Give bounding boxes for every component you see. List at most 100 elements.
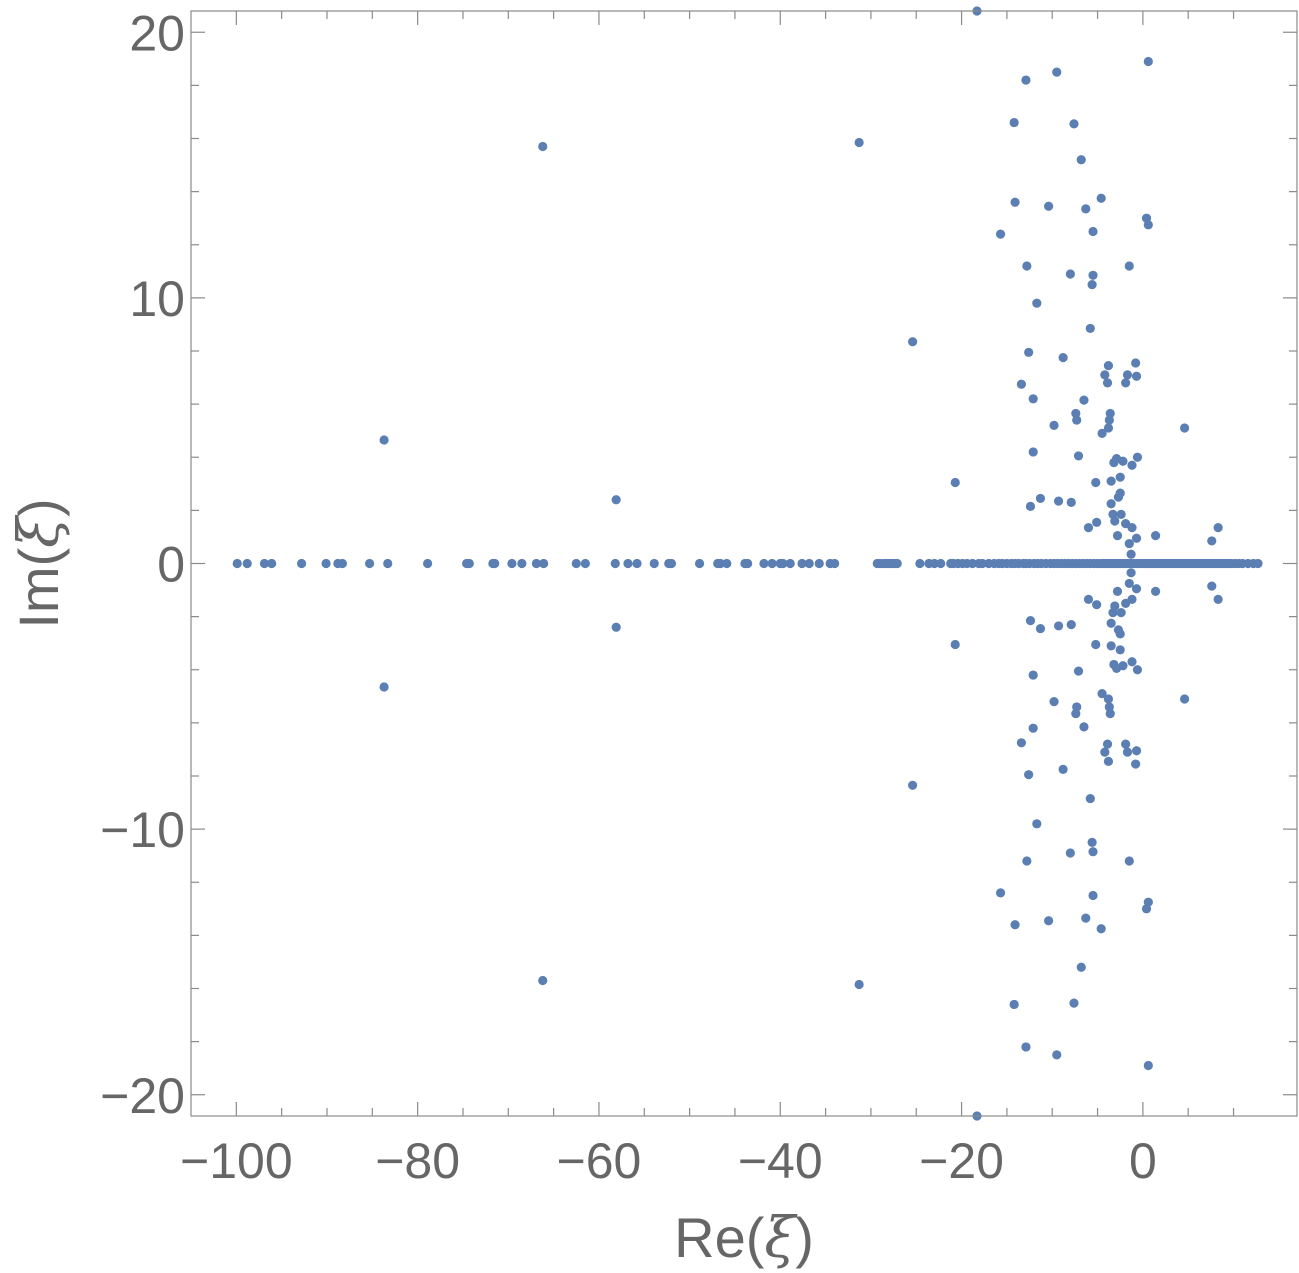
data-point	[908, 337, 918, 347]
data-point	[1207, 536, 1217, 546]
data-point	[1021, 75, 1031, 85]
data-point	[1253, 558, 1263, 569]
data-point	[1025, 501, 1036, 511]
data-point	[464, 558, 474, 569]
data-point	[1081, 204, 1091, 214]
data-point	[1069, 998, 1079, 1008]
data-point	[1116, 509, 1126, 519]
data-point	[1207, 581, 1217, 591]
data-point	[977, 558, 988, 569]
data-point	[915, 558, 925, 569]
data-point	[1127, 460, 1137, 470]
data-point	[1092, 517, 1102, 527]
data-point	[1052, 1050, 1062, 1060]
data-point	[1035, 623, 1046, 634]
data-point	[1131, 584, 1142, 594]
data-point	[715, 558, 726, 569]
data-point	[1126, 549, 1136, 559]
data-point	[1022, 856, 1032, 866]
y-tick-label: −10	[100, 802, 185, 858]
data-point	[1010, 920, 1020, 930]
data-point	[1087, 837, 1097, 848]
data-point	[1085, 793, 1095, 804]
data-point	[1091, 477, 1101, 488]
data-point	[1103, 423, 1114, 433]
data-point	[1032, 298, 1042, 308]
data-point	[1076, 962, 1086, 972]
data-point	[1103, 756, 1114, 766]
data-point	[649, 558, 659, 569]
data-point	[950, 639, 960, 650]
axis-ticks	[191, 11, 1297, 1116]
data-point	[1073, 666, 1084, 676]
data-point	[967, 558, 978, 569]
data-point	[1179, 423, 1190, 433]
data-point	[1121, 378, 1131, 388]
data-point	[383, 558, 393, 569]
data-point	[1097, 689, 1107, 699]
data-point	[1115, 488, 1125, 498]
data-point	[1091, 639, 1101, 650]
data-point	[531, 558, 541, 569]
data-point	[1122, 747, 1133, 757]
data-point	[364, 558, 375, 569]
data-point	[1143, 220, 1153, 230]
data-point	[1009, 999, 1019, 1010]
data-points	[232, 6, 1263, 1121]
data-point	[1079, 722, 1089, 732]
data-point	[1121, 739, 1131, 749]
data-point	[1118, 661, 1128, 671]
data-point	[1022, 261, 1032, 271]
data-point	[1106, 476, 1116, 486]
data-point	[1127, 523, 1137, 533]
data-point	[666, 558, 677, 569]
data-point	[507, 558, 517, 569]
data-point	[1115, 645, 1125, 655]
data-point	[1122, 370, 1133, 380]
data-point	[1072, 415, 1082, 425]
data-point	[1143, 897, 1153, 907]
data-point	[1105, 408, 1115, 419]
data-point	[517, 558, 527, 569]
data-point	[611, 495, 621, 505]
data-point	[1124, 538, 1134, 549]
data-point	[1028, 723, 1038, 733]
data-point	[1150, 531, 1161, 541]
data-point	[1105, 708, 1115, 719]
data-point	[1118, 456, 1128, 466]
data-point	[1213, 523, 1223, 533]
data-point	[1028, 447, 1038, 457]
data-point	[623, 558, 633, 569]
data-point	[804, 558, 814, 569]
data-point	[1079, 395, 1089, 405]
data-point	[694, 558, 705, 569]
data-point	[379, 435, 389, 445]
data-point	[1066, 497, 1076, 508]
data-point	[1102, 378, 1113, 388]
data-point	[1124, 578, 1134, 589]
data-point	[1016, 738, 1027, 748]
x-tick-label: −40	[738, 1133, 823, 1189]
data-point	[423, 558, 433, 569]
data-point	[1049, 697, 1059, 707]
data-point	[1016, 379, 1027, 389]
x-axis-title: Re(ξ)	[674, 1206, 814, 1271]
data-point	[1143, 1060, 1153, 1071]
data-point	[321, 558, 331, 569]
data-point	[1044, 916, 1054, 926]
data-point	[1106, 499, 1116, 509]
data-point	[571, 558, 581, 569]
data-point	[1044, 201, 1054, 211]
data-point	[995, 229, 1006, 239]
data-point	[1092, 600, 1102, 610]
data-point	[743, 558, 753, 569]
data-point	[1053, 496, 1064, 506]
data-point	[1025, 616, 1036, 626]
data-point	[1049, 420, 1059, 430]
data-point	[232, 558, 242, 569]
data-point	[1058, 353, 1068, 363]
data-point	[1035, 493, 1046, 504]
data-point	[759, 558, 769, 569]
